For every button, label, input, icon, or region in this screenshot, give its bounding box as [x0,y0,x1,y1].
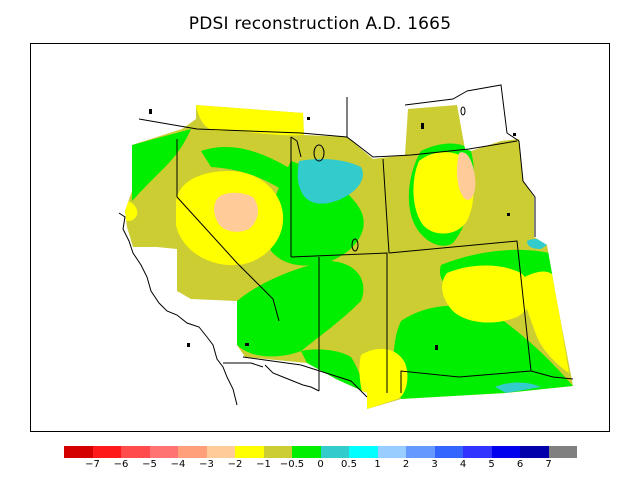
great-salt-lake [313,144,325,162]
colorbar-swatch [548,446,577,458]
colorbar-tick-label: −6 [113,459,129,470]
gulf-coastline [223,362,264,368]
colorbar-tick-label: −7 [85,459,100,470]
colorbar-swatch [491,446,520,458]
green-area-nw [132,129,191,201]
colorbar-swatch [292,446,321,458]
island-7 [187,343,190,347]
colorbar-tick-label: 0.5 [341,459,357,470]
island-2 [307,117,310,120]
colorbar-swatch [406,446,435,458]
border-ca-nv [176,196,280,322]
colorbar-swatch [520,446,549,458]
cyan-area-idaho [297,159,363,204]
colorbar-tick-label: 2 [402,459,410,470]
peach-area-nevada [214,192,258,232]
colorbar-swatch [377,446,406,458]
border-ut-co [290,252,388,393]
island-6 [435,345,438,350]
yellow-area-colorado [442,265,532,323]
border-co-ks [388,240,532,372]
border-ks-ok [530,370,574,380]
border-id-mt [290,136,302,158]
colorbar-swatch [263,446,292,458]
pdsi-map [118,84,574,409]
green-area-north [201,147,294,189]
green-area-south-central [237,261,364,357]
colorbar-swatch [149,446,178,458]
map-title: PDSI reconstruction A.D. 1665 [188,14,452,34]
island-3 [421,123,424,129]
cyan-area-south [495,382,541,393]
colorbar-swatch [320,446,349,458]
colorbar-swatch [235,446,264,458]
lake-ne [460,106,466,116]
border-ne [518,140,536,237]
lake-utah [351,238,359,252]
colorbar-tick-label: −4 [170,459,186,470]
colorbar-tick-label: 0 [317,459,324,470]
yellow-area-east-edge [521,271,569,373]
colorbar-swatch [349,446,378,458]
colorbar-tick-label: −0.5 [279,459,305,470]
peach-area-wyoming [457,152,476,200]
colorbar-tick-label: 3 [431,459,438,470]
island-4 [513,133,516,136]
colorbar-tick-label: 7 [545,459,552,470]
colorbar-swatch [434,446,463,458]
colorbar-tick-label: −1 [256,459,271,470]
colorbar-labels: −7 −6 −5 −4 −3 −2 −1 −0.5 0 0.5 1 2 3 4 5 6 7 [64,459,577,473]
colorbar-swatch [463,446,492,458]
island-8 [245,343,249,346]
colorbar [64,446,577,458]
colorbar-swatch [64,446,93,458]
border-nm-tx [400,370,532,393]
colorbar-swatch [206,446,235,458]
colorbar-swatch [92,446,121,458]
border-nd-sd [466,84,520,142]
baja-coastline [264,364,320,392]
island-1 [149,109,152,114]
yellow-area-nm [359,348,408,409]
green-area-southeast [393,305,573,399]
west-coastline [118,212,238,406]
island-5 [507,213,510,216]
colorbar-tick-label: −5 [142,459,157,470]
colorbar-tick-label: 4 [459,459,467,470]
green-area-south [301,349,367,409]
map-frame [30,43,610,432]
colorbar-tick-label: −3 [199,459,214,470]
colorbar-swatch [121,446,150,458]
colorbar-swatch [178,446,207,458]
colorbar-tick-label: 6 [516,459,524,470]
border-mexico [242,356,368,398]
colorbar-tick-label: −2 [227,459,243,470]
border-wy [382,158,390,254]
canada-border [138,118,518,158]
border-sd [404,90,468,106]
colorbar-tick-label: 5 [488,459,495,470]
colorbar-tick-label: 1 [374,459,381,470]
yellow-area-ne [196,105,304,136]
